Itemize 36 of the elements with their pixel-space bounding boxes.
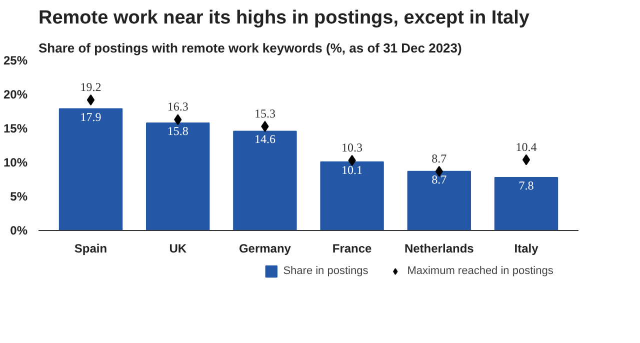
x-tick-label: Italy xyxy=(514,242,539,256)
legend-label: Maximum reached in postings xyxy=(407,265,554,277)
bar xyxy=(146,122,210,230)
chart-title: Remote work near its highs in postings, except in Italy xyxy=(38,8,530,28)
data-label: 8.7 xyxy=(432,172,447,186)
y-tick-label: 5% xyxy=(10,190,28,204)
y-tick-label: 0% xyxy=(10,224,28,238)
bar xyxy=(233,130,297,230)
y-tick-label: 15% xyxy=(3,122,28,136)
x-tick-label: Spain xyxy=(74,242,108,256)
point xyxy=(522,154,530,166)
legend-label: Share in postings xyxy=(283,265,368,277)
y-tick-label: 10% xyxy=(3,156,28,170)
data-label: 8.7 xyxy=(432,151,447,166)
data-label: 15.8 xyxy=(167,124,188,138)
data-label: 17.9 xyxy=(80,110,102,124)
bar xyxy=(320,161,384,230)
x-tick-label: France xyxy=(332,242,372,256)
y-tick-label: 25% xyxy=(3,54,28,68)
data-label: 10.1 xyxy=(342,162,363,177)
data-label: 10.3 xyxy=(342,140,363,154)
x-tick-label: UK xyxy=(169,242,187,256)
bar xyxy=(494,176,558,230)
data-label: 14.6 xyxy=(254,132,276,146)
x-tick-label: Netherlands xyxy=(404,242,474,256)
data-label: 7.8 xyxy=(518,178,534,192)
y-tick-label: 20% xyxy=(3,88,28,102)
point xyxy=(86,94,95,106)
chart-subtitle: Share of postings with remote work keywords (%, as of 31 Dec 2023) xyxy=(38,40,462,56)
data-label: 19.2 xyxy=(80,80,102,94)
bar xyxy=(58,108,123,230)
bar xyxy=(407,170,471,230)
data-label: 16.3 xyxy=(167,100,188,114)
data-label: 15.3 xyxy=(254,106,276,120)
data-label: 10.4 xyxy=(516,140,537,154)
x-tick-label: Germany xyxy=(238,242,292,256)
